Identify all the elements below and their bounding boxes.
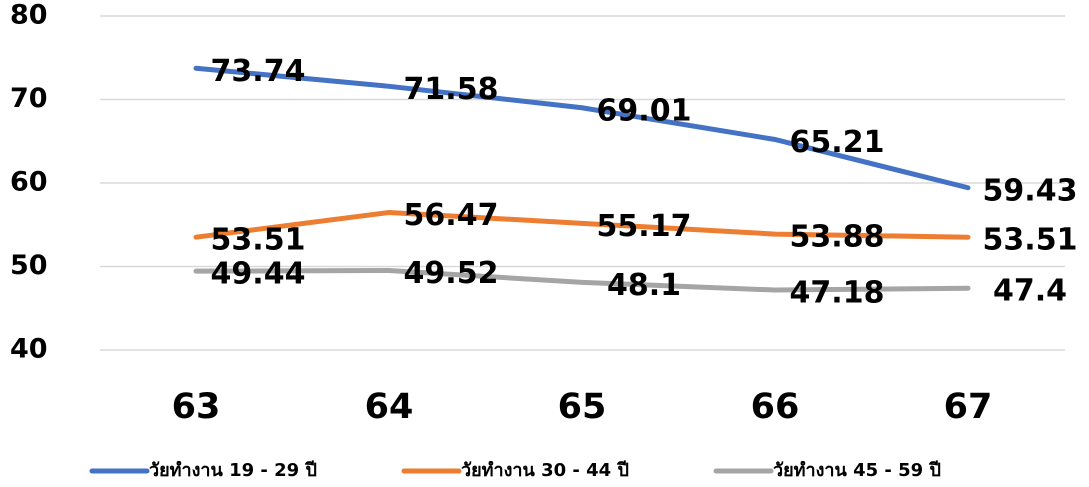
data-label: 59.43 [983,173,1078,208]
x-tick-label: 67 [944,387,993,427]
data-label: 56.47 [404,198,499,233]
y-tick-label: 70 [10,83,48,114]
x-tick-label: 66 [751,387,800,427]
x-tick-label: 65 [558,387,607,427]
data-label: 53.88 [790,220,885,255]
data-label: 73.74 [211,54,306,89]
x-tick-label: 63 [172,387,221,427]
line [193,209,971,240]
legend-label: วัยทำงาน 45 - 59 ปี [773,460,941,481]
legend-label: วัยทำงาน 19 - 29 ปี [149,460,317,481]
y-tick-label: 40 [10,334,48,365]
data-label: 47.4 [993,274,1067,309]
legend-label: วัยทำงาน 30 - 44 ปี [461,460,629,481]
data-label: 71.58 [404,72,499,107]
data-label: 53.51 [211,223,306,258]
data-label: 47.18 [790,276,885,311]
y-tick-label: 80 [10,0,48,31]
data-label: 53.51 [983,223,1078,258]
data-label: 49.44 [211,257,306,292]
data-label: 55.17 [597,209,692,244]
x-tick-label: 64 [365,387,414,427]
y-tick-label: 60 [10,167,48,198]
y-tick-label: 50 [10,250,48,281]
line [193,65,971,191]
data-label: 69.01 [597,93,692,128]
data-label: 65.21 [790,125,885,160]
line [193,268,971,293]
data-label: 48.1 [607,268,681,303]
data-label: 49.52 [404,256,499,291]
